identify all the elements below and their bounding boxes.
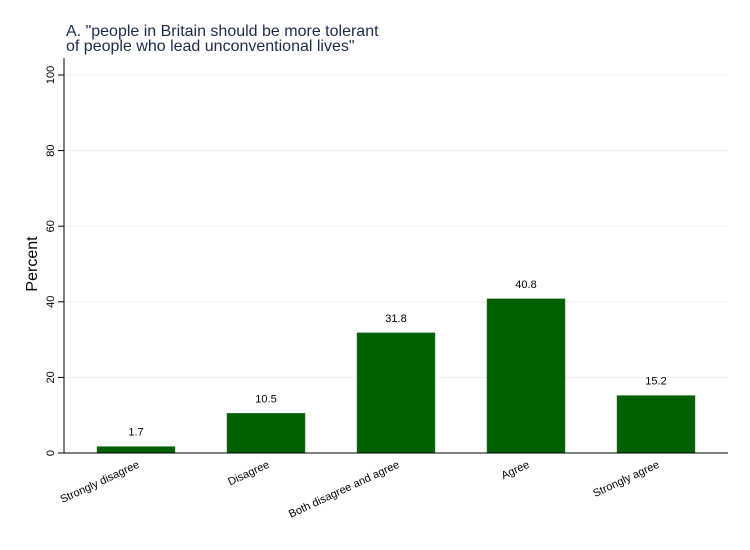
bar	[486, 298, 566, 454]
bar-value-label: 40.8	[515, 279, 536, 291]
chart-title: A. "people in Britain should be more tol…	[66, 23, 379, 40]
x-tick-label: Agree	[500, 459, 532, 482]
y-tick-label: 80	[45, 144, 57, 156]
bar-value-label: 15.2	[645, 376, 666, 388]
y-tick-label: 60	[45, 220, 57, 232]
x-tick-label: Disagree	[226, 459, 271, 488]
x-tick-label: Strongly agree	[591, 459, 661, 500]
bar	[96, 446, 176, 454]
y-tick-label: 100	[45, 66, 57, 84]
y-tick-label: 20	[45, 371, 57, 383]
y-tick-label: 0	[45, 450, 57, 456]
bar	[226, 413, 306, 454]
y-axis-label: Percent	[24, 236, 41, 292]
x-tick-label: Both disagree and agree	[287, 459, 401, 521]
bar	[356, 332, 436, 454]
y-tick-label: 40	[45, 296, 57, 308]
bar	[616, 395, 696, 454]
bar-value-label: 1.7	[128, 427, 143, 439]
bar-value-label: 31.8	[385, 313, 406, 325]
x-tick-label: Strongly disagree	[59, 459, 142, 506]
bar-value-label: 10.5	[255, 393, 276, 405]
chart-title-line2: of people who lead unconventional lives"	[66, 38, 355, 55]
